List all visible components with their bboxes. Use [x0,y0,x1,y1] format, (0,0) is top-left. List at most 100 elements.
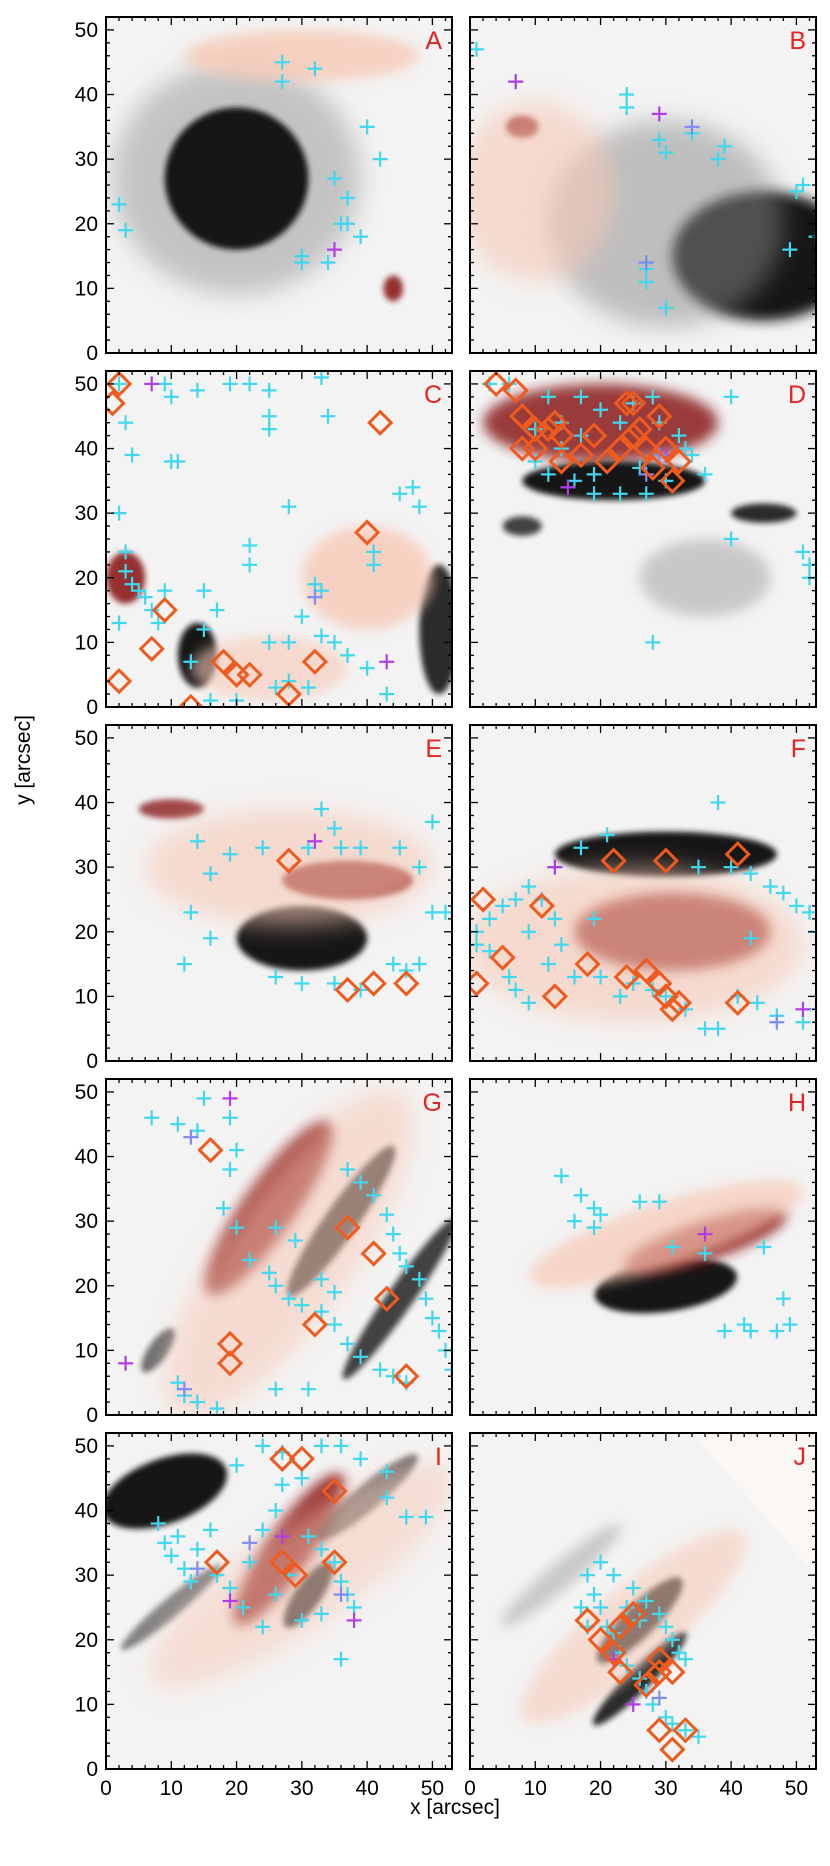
magnetic-feature [470,867,803,1023]
diamond-marker [541,983,568,1010]
cross-marker [444,1362,452,1378]
cross-marker [326,1317,342,1333]
cross-marker [229,1220,245,1236]
cross-marker [261,421,277,437]
cross-marker [340,1161,356,1177]
x-tick-label: 20 [225,1777,248,1800]
cross-marker [743,1323,759,1339]
y-tick-label: 0 [86,696,98,719]
cross-marker-purple [508,74,524,90]
x-tick-label: 40 [719,1777,742,1800]
cross-marker [658,1619,674,1635]
cross-marker-purple [307,833,323,849]
cross-marker [658,1709,674,1725]
magnetic-feature [639,539,771,617]
panel-label: J [794,1443,807,1471]
cross-marker [118,415,134,431]
diamond-marker [646,403,673,430]
cross-marker [202,1522,218,1538]
cross-marker [242,557,258,573]
cross-marker-purple [684,119,700,135]
cross-marker [424,814,440,830]
cross-marker [586,466,602,482]
diamond-marker [659,1736,686,1763]
diamond-marker [502,377,529,404]
y-axis-label: y [arcsec] [12,715,35,805]
cross-marker [320,408,336,424]
cross-marker [124,447,140,463]
cross-marker [183,904,199,920]
cross-marker [353,1349,369,1365]
cross-marker [697,1021,713,1037]
cross-marker [625,1580,641,1596]
cross-marker [593,1554,609,1570]
cross-marker-purple [379,654,395,670]
diamond-marker [587,1626,614,1653]
y-tick-label: 50 [75,19,98,42]
cross-marker-purple [547,859,563,875]
cross-marker-purple [222,1593,238,1609]
diamond-marker [301,648,329,675]
cross-marker [366,544,382,560]
magnetic-feature [731,503,797,523]
panel-E-markers [176,801,452,1004]
cross-marker [586,911,602,927]
cross-marker [137,589,153,605]
cross-marker [353,1451,369,1467]
cross-marker [176,1561,192,1577]
cross-marker [366,557,382,573]
cross-marker [586,1587,602,1603]
cross-marker [521,995,537,1011]
panel-H-markers [553,1168,798,1339]
cross-marker-purple [242,1535,258,1551]
y-tick-label: 30 [75,856,98,879]
cross-marker [189,382,205,398]
cross-marker [222,1161,238,1177]
cross-marker-purple [346,1612,362,1628]
cross-marker [326,171,342,187]
magnetic-feature [145,809,433,926]
diamond-marker [210,648,237,675]
cross-marker [268,1278,284,1294]
magnetic-feature [528,1180,803,1289]
cross-marker-purple [697,1226,713,1242]
cross-marker [671,1645,687,1661]
diamond-marker [633,1671,660,1699]
x-tick-label: 10 [160,1777,183,1800]
cross-marker [313,371,329,385]
cross-marker [418,1291,434,1307]
panel-J-ticks [469,1432,816,1770]
y-tick-label: 20 [75,1275,98,1298]
diamond-marker [724,841,751,868]
cross-marker [274,74,290,90]
cross-marker [189,833,205,849]
panel-label: G [423,1089,442,1117]
cross-marker [261,382,277,398]
x-tick-label: 0 [464,1777,476,1800]
cross-marker [202,930,218,946]
cross-marker [313,1541,329,1557]
diamond-marker [373,1285,400,1312]
cross-marker [255,1522,271,1538]
diamond-marker [216,1330,244,1358]
cross-marker [405,479,421,495]
cross-marker [379,1207,395,1223]
cross-marker [619,99,635,115]
cross-marker-purple [326,242,342,258]
cross-marker [762,879,778,895]
cross-marker [664,1632,680,1648]
panel-C: 0 10 20 30 40 50 C [75,370,453,719]
cross-marker [307,61,323,77]
diamond-marker [607,1613,634,1640]
cross-marker [300,1381,316,1397]
magnetic-feature [383,275,404,302]
panel-G-magnetogram [106,1079,452,1415]
cross-marker [261,634,277,650]
cross-marker [736,1317,752,1333]
diamond-marker [620,390,647,417]
cross-marker [398,1509,414,1525]
x-tick-label: 30 [654,1777,677,1800]
cross-marker [313,583,329,599]
cross-marker [176,956,192,972]
panel-E-ticks [105,724,452,1062]
